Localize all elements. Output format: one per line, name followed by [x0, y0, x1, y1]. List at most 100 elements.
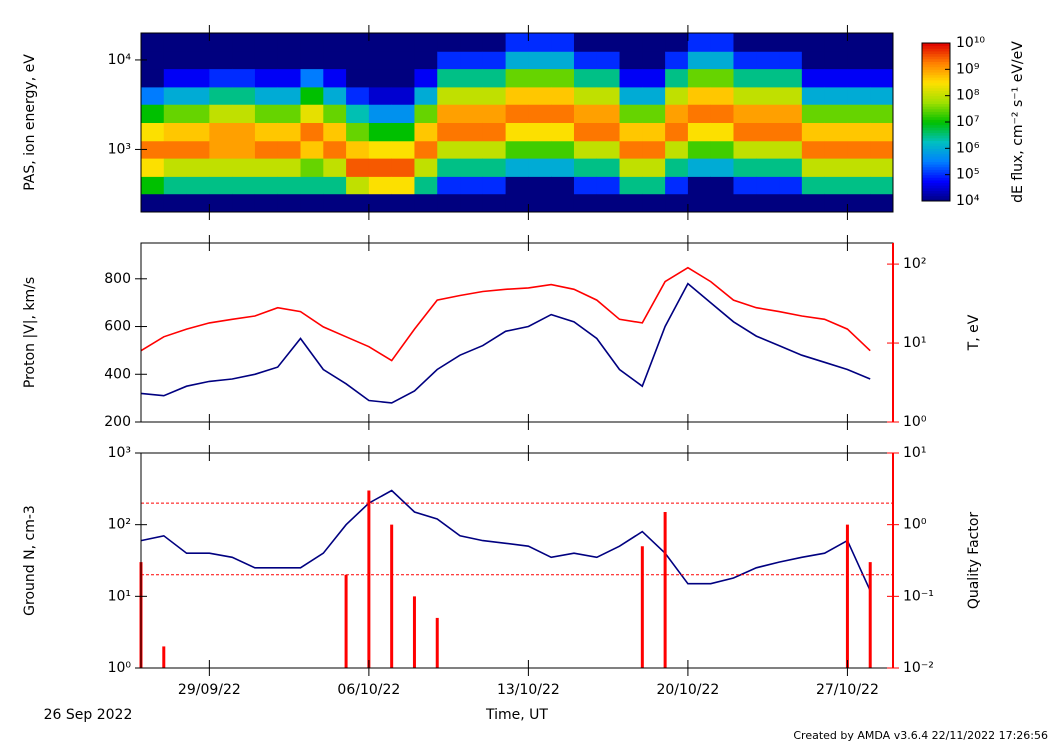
- spectrogram-cell: [414, 68, 438, 88]
- colorbar-step: [922, 198, 950, 202]
- colorbar-step: [922, 77, 950, 81]
- spectrogram-cell: [300, 33, 324, 52]
- spectrogram-cell: [756, 176, 780, 195]
- spectrogram-cell: [756, 158, 780, 177]
- spectrogram-cell: [391, 122, 415, 142]
- spectrogram-cell: [232, 86, 256, 105]
- spectrogram-cell: [460, 193, 484, 213]
- spectrogram-cell: [186, 104, 210, 123]
- spectrogram-cell: [847, 193, 871, 213]
- colorbar-step: [922, 108, 950, 112]
- spectrogram-cell: [687, 193, 712, 213]
- spectrogram-cell: [847, 104, 871, 123]
- colorbar-step: [922, 43, 950, 47]
- spectrogram-cell: [254, 140, 279, 159]
- spectrogram-cell: [665, 122, 689, 142]
- colorbar-step: [922, 145, 950, 149]
- spectrogram-cell: [870, 104, 894, 123]
- spectrogram-cell: [870, 33, 894, 52]
- spectrogram-cell: [573, 33, 598, 52]
- spectrogram-cell: [528, 158, 552, 177]
- spectrogram-cell: [346, 193, 370, 213]
- spectrogram-cell: [551, 33, 575, 52]
- spectrogram-cell: [209, 193, 233, 213]
- colorbar-step: [922, 100, 950, 105]
- spectrogram-cell: [733, 193, 757, 213]
- spectrogram-cell: [437, 122, 461, 142]
- colorbar-step: [922, 166, 950, 170]
- spectrogram-cell: [733, 158, 757, 177]
- spectrogram-cell: [437, 68, 461, 88]
- spectrogram-cell: [779, 51, 803, 70]
- spectrogram-cell: [551, 104, 575, 123]
- spectrogram-cell: [277, 176, 302, 195]
- spectrogram-cell: [277, 33, 302, 52]
- spectrogram-cell: [368, 104, 393, 123]
- spectrogram-cell: [391, 158, 415, 177]
- colorbar-step: [922, 79, 950, 83]
- y2-tick-label: 10⁻¹: [903, 588, 934, 604]
- spectrogram-cell: [346, 68, 370, 88]
- spectrogram-cell: [209, 86, 233, 105]
- spectrogram-cell: [779, 86, 803, 105]
- colorbar-tick-label: 10⁴: [956, 193, 980, 209]
- spectrogram-cell: [460, 140, 484, 159]
- spectrogram-cell: [163, 193, 188, 213]
- spectrogram-cell: [254, 86, 279, 105]
- spectrogram-cell: [482, 51, 507, 70]
- x-tick-label: 29/09/22: [178, 682, 241, 698]
- spectrogram-cell: [642, 193, 666, 213]
- colorbar-step: [922, 61, 950, 65]
- spectrogram-cell: [300, 158, 324, 177]
- spectrogram-cell: [801, 158, 826, 177]
- spectrogram-cell: [710, 176, 734, 195]
- y-tick-label: 10⁴: [108, 52, 132, 68]
- spectrogram-cell: [596, 122, 621, 142]
- spectrogram-cell: [687, 68, 712, 88]
- spectrogram-cell: [209, 51, 233, 70]
- spectrogram-cell: [619, 140, 643, 159]
- y2-tick-label: 10²: [903, 256, 926, 272]
- spectrogram-cell: [346, 158, 370, 177]
- spectrogram-cell: [710, 86, 734, 105]
- spectrogram-cell: [482, 33, 507, 52]
- spectrogram-cell: [300, 176, 324, 195]
- spectrogram-cell: [847, 33, 871, 52]
- colorbar-step: [922, 71, 950, 76]
- spectrogram-cell: [779, 122, 803, 142]
- spectrogram-cell: [619, 51, 643, 70]
- colorbar-label: dE flux, cm⁻² s⁻¹ eV/eV: [1010, 41, 1026, 203]
- spectrogram-cell: [482, 86, 507, 105]
- spectrogram-cell: [824, 51, 848, 70]
- spectrogram-cell: [847, 176, 871, 195]
- spectrogram-cell: [254, 33, 279, 52]
- spectrogram-cell: [391, 51, 415, 70]
- spectrogram-cell: [209, 122, 233, 142]
- spectrogram-cell: [414, 86, 438, 105]
- spectrogram-cell: [573, 104, 598, 123]
- spectrogram-cell: [300, 140, 324, 159]
- spectrogram-cell: [824, 158, 848, 177]
- spectrogram-cell: [824, 140, 848, 159]
- spectrogram-cell: [346, 122, 370, 142]
- spectrogram-cell: [414, 140, 438, 159]
- spectrogram-cell: [573, 158, 598, 177]
- spectrogram-cell: [141, 104, 165, 123]
- spectrogram-cell: [596, 104, 621, 123]
- colorbar-step: [922, 124, 950, 128]
- spectrogram-cell: [254, 104, 279, 123]
- colorbar-tick-label: 10⁵: [956, 167, 979, 183]
- spectrogram-cell: [619, 104, 643, 123]
- spectrogram-cell: [414, 176, 438, 195]
- spectrogram-cell: [801, 193, 826, 213]
- spectrogram-cell: [323, 140, 347, 159]
- spectrogram-cell: [186, 33, 210, 52]
- colorbar-step: [922, 193, 950, 197]
- spectrogram-cell: [482, 140, 507, 159]
- spectrogram-cell: [733, 51, 757, 70]
- credit: Created by AMDA v3.6.4 22/11/2022 17:26:…: [793, 729, 1048, 742]
- spectrogram-cell: [186, 122, 210, 142]
- spectrogram-cell: [277, 193, 302, 213]
- spectrogram-cell: [847, 140, 871, 159]
